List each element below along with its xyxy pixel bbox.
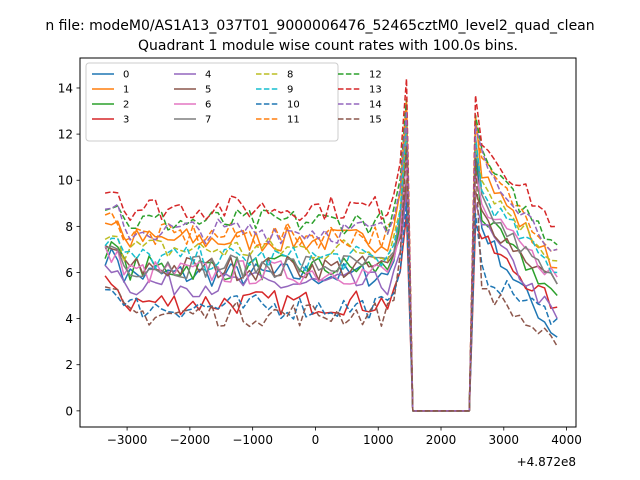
legend-label-14: 14: [369, 100, 382, 111]
legend-entry-15: 15: [338, 115, 382, 126]
series-line-7: [104, 121, 558, 412]
x-tick-label: −3000: [107, 433, 148, 447]
legend-entry-11: 11: [256, 115, 300, 126]
y-tick-label: 8: [65, 220, 73, 234]
legend-label-13: 13: [369, 85, 382, 96]
legend-label-2: 2: [123, 100, 129, 111]
legend-label-3: 3: [123, 115, 129, 126]
x-tick-label: 0: [312, 433, 320, 447]
series-line-12: [104, 98, 558, 412]
legend-label-4: 4: [205, 70, 211, 81]
legend-entry-8: 8: [256, 70, 293, 81]
legend-label-15: 15: [369, 115, 382, 126]
legend-entry-12: 12: [338, 70, 382, 81]
chart-title: Quadrant 1 module wise count rates with …: [138, 38, 518, 54]
legend-entry-7: 7: [174, 115, 211, 126]
x-tick-label: −1000: [232, 433, 273, 447]
y-tick-label: 4: [65, 312, 73, 326]
legend-label-11: 11: [287, 115, 300, 126]
axes-frame: [79, 57, 577, 428]
legend-entry-4: 4: [174, 70, 211, 81]
legend-label-1: 1: [123, 85, 129, 96]
x-tick-label: 3000: [489, 433, 520, 447]
legend-label-5: 5: [205, 85, 211, 96]
x-tick-label: 1000: [363, 433, 394, 447]
x-tick-label: −2000: [170, 433, 211, 447]
x-axis: −3000 −2000 −1000 0 1000 2000 3000 4000: [107, 427, 582, 447]
series-line-1: [104, 98, 558, 412]
legend-entry-1: 1: [92, 85, 129, 96]
legend-label-10: 10: [287, 100, 300, 111]
y-axis: 0 2 4 6 8 10 12 14: [58, 81, 80, 418]
legend-entry-5: 5: [174, 85, 211, 96]
legend-entry-6: 6: [174, 100, 211, 111]
legend-box: [85, 62, 339, 142]
series-line-5: [104, 179, 558, 412]
legend-entry-0: 0: [92, 70, 129, 81]
legend-entry-3: 3: [92, 115, 129, 126]
legend-label-6: 6: [205, 100, 211, 111]
legend-entry-13: 13: [338, 85, 382, 96]
series-line-6: [104, 156, 558, 412]
y-tick-label: 6: [65, 266, 73, 280]
y-tick-label: 14: [58, 81, 73, 95]
y-tick-label: 12: [58, 128, 73, 142]
x-offset-label: +4.872e8: [517, 455, 576, 469]
y-tick-label: 0: [65, 404, 73, 418]
series-line-9: [104, 121, 558, 412]
legend-entry-14: 14: [338, 100, 382, 111]
x-tick-label: 4000: [551, 433, 582, 447]
series-line-15: [104, 144, 558, 412]
legend-label-8: 8: [287, 70, 293, 81]
legend-label-9: 9: [287, 85, 293, 96]
legend-label-12: 12: [369, 70, 382, 81]
series-line-8: [104, 133, 558, 412]
series-line-14: [104, 110, 558, 412]
series-line-0: [104, 121, 558, 412]
y-tick-label: 2: [65, 358, 73, 372]
legend-label-7: 7: [205, 115, 211, 126]
series-line-11: [104, 110, 558, 412]
legend-entry-10: 10: [256, 100, 300, 111]
legend-entry-9: 9: [256, 85, 293, 96]
series-layer: [104, 78, 558, 412]
figure-suptitle: n file: modeM0/AS1A13_037T01_9000006476_…: [45, 18, 594, 34]
x-tick-label: 2000: [426, 433, 457, 447]
legend-label-0: 0: [123, 70, 129, 81]
series-line-10: [105, 202, 558, 412]
series-line-13: [104, 78, 558, 412]
legend-entry-2: 2: [92, 100, 129, 111]
series-line-4: [104, 191, 558, 412]
y-tick-label: 10: [58, 174, 73, 188]
